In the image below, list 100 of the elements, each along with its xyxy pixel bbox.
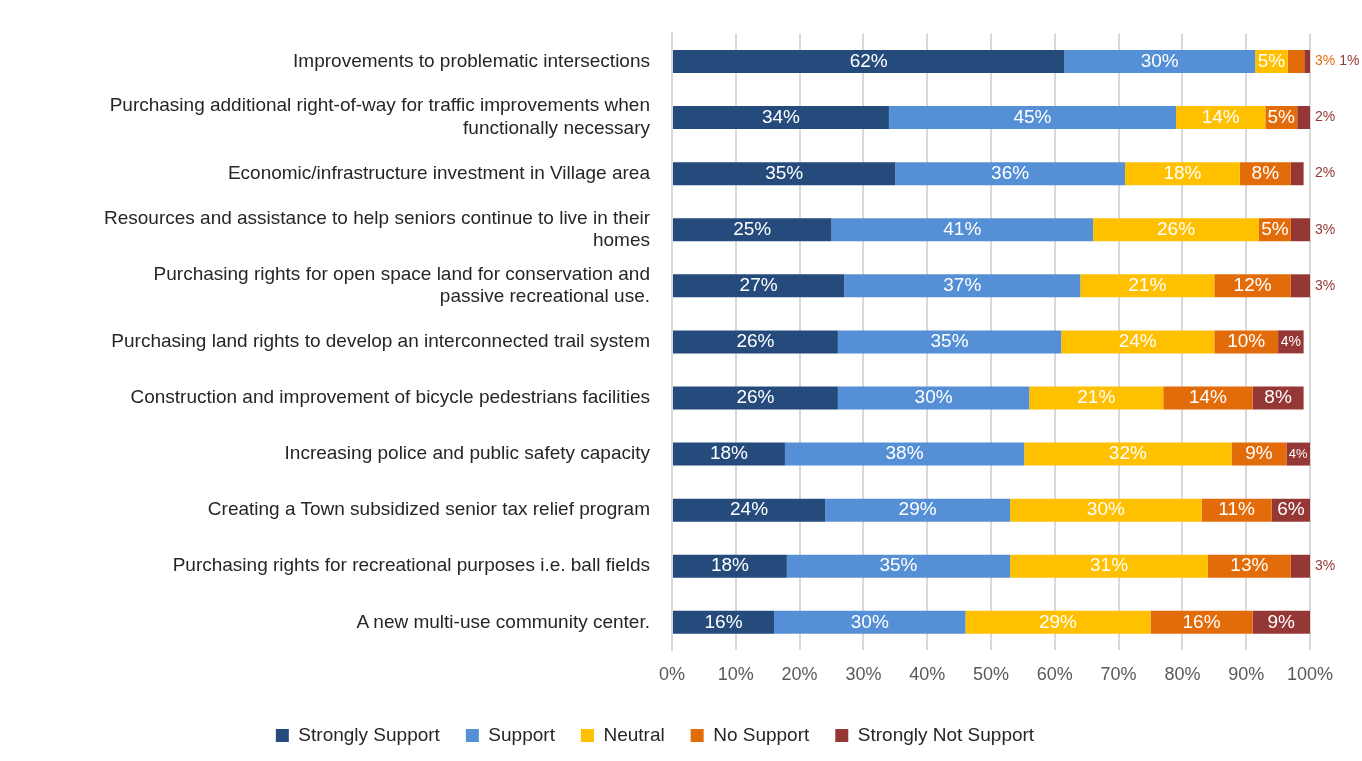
bar	[673, 274, 845, 298]
bar	[837, 330, 1062, 354]
data-label: 6%	[1277, 498, 1305, 520]
bar	[1064, 49, 1256, 73]
data-label: 9%	[1267, 610, 1296, 632]
x-tick-label: 30%	[845, 664, 882, 685]
y-tick-label: Improvements to problematic intersections	[293, 49, 650, 71]
data-label: 37%	[943, 274, 982, 296]
x-tick-label: 60%	[1036, 664, 1073, 685]
x-tick-label: 40%	[909, 664, 946, 685]
data-label: 2%	[1315, 164, 1336, 181]
x-tick-label: 100%	[1286, 664, 1334, 685]
data-label: 14%	[1188, 386, 1228, 408]
y-tick-label: Creating a Town subsidized senior tax relief program	[207, 498, 650, 520]
data-label: 35%	[879, 554, 918, 576]
data-label: 21%	[1128, 274, 1167, 296]
data-label: 4%	[1288, 445, 1309, 461]
y-tick-label: Economic/infrastructure investment in Village area	[227, 161, 651, 183]
legend-label: No Support	[713, 723, 810, 745]
bar	[673, 162, 896, 186]
data-label: 30%	[1086, 498, 1125, 520]
x-tick-label: 70%	[1100, 664, 1137, 685]
bar	[965, 610, 1151, 634]
bar	[895, 162, 1125, 186]
bar	[673, 49, 1065, 73]
bar	[673, 554, 787, 578]
y-tick-label: Purchasing additional right-of-way for traffic improvements when functionally necessary	[109, 94, 651, 139]
legend-label: Strongly Not Support	[857, 723, 1035, 745]
data-label: 1%	[1339, 52, 1360, 69]
data-label: 8%	[1264, 386, 1292, 408]
y-tick-label: Purchasing rights for recreational purposes i.e. ball fields	[172, 554, 650, 576]
data-label: 16%	[704, 610, 743, 632]
data-label: 26%	[736, 330, 775, 352]
bar	[837, 386, 1030, 410]
data-label: 11%	[1218, 498, 1256, 520]
bar	[673, 498, 826, 522]
data-label: 41%	[943, 217, 982, 239]
y-tick-label: Construction and improvement of bicycle pedestrians facilities	[130, 386, 650, 408]
legend-label: Support	[488, 723, 556, 745]
data-label: 18%	[1163, 161, 1202, 183]
data-label: 30%	[914, 386, 953, 408]
bar	[1024, 442, 1232, 466]
data-label: 13%	[1230, 554, 1269, 576]
data-label: 38%	[885, 442, 924, 464]
data-label: 29%	[1038, 610, 1078, 632]
bar	[1010, 498, 1202, 522]
data-label: 21%	[1077, 386, 1116, 408]
legend-label: Strongly Support	[298, 723, 441, 745]
y-tick-label: Resources and assistance to help seniors continue to live in their homes	[103, 206, 651, 251]
data-label: 2%	[1315, 108, 1336, 125]
bar	[1093, 218, 1259, 242]
data-label: 36%	[991, 161, 1030, 183]
bar	[825, 498, 1011, 522]
bar	[673, 218, 832, 242]
data-label: 30%	[1140, 49, 1179, 71]
bar	[784, 442, 1025, 466]
data-label: 3%	[1315, 52, 1336, 69]
bar	[1290, 274, 1310, 298]
bar	[1061, 330, 1215, 354]
data-label: 5%	[1257, 49, 1286, 71]
bar	[1297, 106, 1310, 130]
data-label: 62%	[849, 49, 888, 71]
data-label: 35%	[930, 330, 969, 352]
bar	[1304, 49, 1310, 73]
bar	[1029, 386, 1164, 410]
data-label: 10%	[1227, 330, 1266, 352]
x-tick-label: 0%	[658, 664, 686, 685]
data-label: 26%	[736, 386, 775, 408]
data-label: 34%	[761, 105, 801, 127]
data-label: 24%	[1118, 330, 1157, 352]
legend-label: Neutral	[603, 723, 665, 745]
bar	[1290, 162, 1304, 186]
data-label: 16%	[1182, 610, 1221, 632]
data-label: 31%	[1090, 554, 1129, 576]
data-label: 14%	[1201, 105, 1240, 127]
data-label: 3%	[1315, 220, 1336, 237]
bar	[774, 610, 966, 634]
data-label: 45%	[1013, 105, 1052, 127]
bar	[831, 218, 1094, 242]
data-label: 4%	[1280, 332, 1301, 349]
bar	[786, 554, 1011, 578]
data-label: 3%	[1315, 557, 1336, 574]
data-label: 30%	[850, 610, 889, 632]
data-label: 9%	[1245, 442, 1273, 464]
data-label: 5%	[1261, 217, 1289, 239]
x-tick-label: 80%	[1164, 664, 1201, 685]
data-label: 3%	[1315, 276, 1336, 293]
bar	[1080, 274, 1215, 298]
data-label: 12%	[1233, 274, 1272, 296]
bar	[844, 274, 1081, 298]
data-label: 5%	[1267, 105, 1296, 127]
data-label: 26%	[1157, 217, 1196, 239]
bar	[1124, 162, 1240, 186]
bar	[1290, 554, 1310, 578]
bar	[673, 386, 838, 410]
y-tick-label: Purchasing rights for open space land for conservation and passive recreational use.	[153, 262, 650, 307]
y-tick-label: A new multi-use community center.	[356, 610, 650, 632]
bar	[888, 106, 1177, 130]
data-label: 25%	[733, 217, 772, 239]
data-label: 27%	[739, 274, 778, 296]
